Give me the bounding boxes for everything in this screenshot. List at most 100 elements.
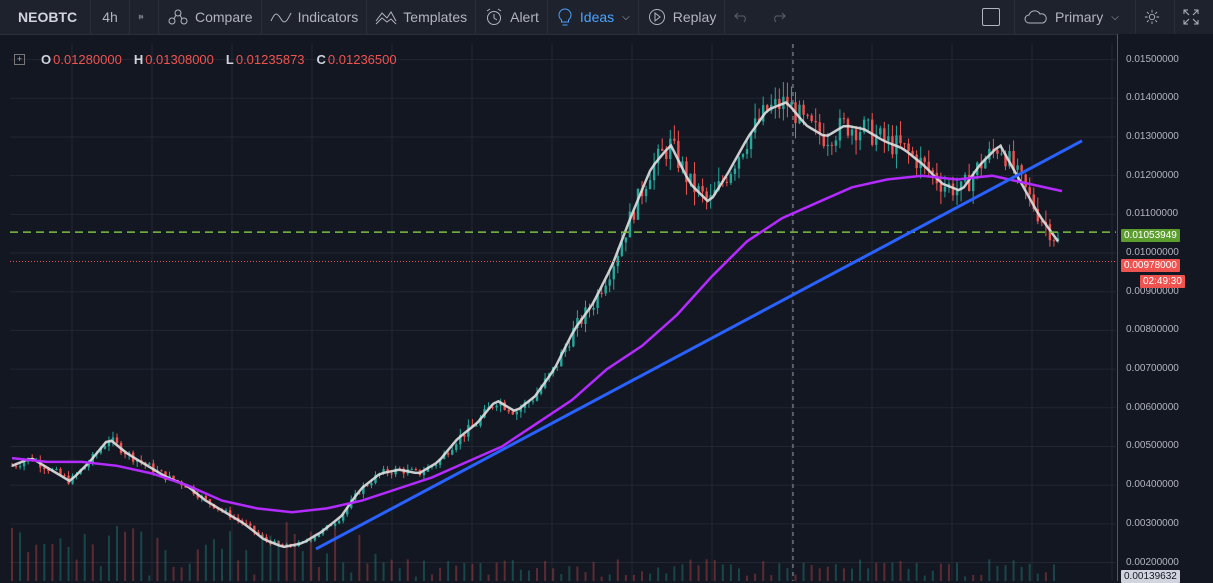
volume-bar — [503, 560, 506, 581]
candle-body — [911, 151, 914, 155]
candle-body — [612, 266, 615, 280]
chevron-down-icon[interactable]: ⌵ — [1111, 11, 1119, 23]
price-axis[interactable]: 0.00200000 0.00300000 0.00400000 0.00500000… — [1117, 34, 1213, 583]
volume-bar — [439, 567, 442, 581]
candle-body — [725, 181, 729, 183]
compare-icon — [168, 9, 188, 25]
candle-body — [749, 132, 753, 150]
candle-body — [99, 448, 103, 454]
expand-legend-icon[interactable]: + — [14, 54, 25, 65]
candle-body — [479, 417, 482, 426]
volume-bar — [1052, 564, 1055, 581]
layout-label: Primary — [1055, 9, 1104, 25]
price-tick-label: 0.00500000 — [1126, 440, 1179, 452]
trendline — [315, 139, 1083, 551]
volume-bar — [851, 568, 854, 581]
volume-bar — [366, 563, 369, 581]
volume-bar — [705, 559, 708, 581]
interval-button[interactable]: 4h — [102, 9, 118, 25]
chart-type-button[interactable] — [130, 0, 158, 34]
gear-icon — [1144, 9, 1160, 25]
volume-bar — [358, 534, 361, 581]
fullscreen-chart-toggle[interactable] — [968, 0, 1014, 34]
volume-bar — [907, 568, 910, 581]
candle-body — [507, 409, 510, 412]
candle-body — [495, 405, 498, 408]
indicators-icon — [270, 12, 292, 23]
price-tick-label: 0.01000000 — [1126, 247, 1179, 259]
price-tick-label: 0.00400000 — [1126, 479, 1179, 491]
volume-bar — [649, 573, 652, 581]
candle-body — [883, 128, 886, 141]
volume-bar — [447, 561, 450, 581]
volume-bar — [83, 534, 86, 581]
volume-bar — [689, 559, 692, 581]
volume-bar — [59, 538, 62, 581]
volume-bar — [19, 532, 22, 581]
ideas-button[interactable]: Ideas ⌵ — [548, 0, 638, 34]
candle-body — [309, 540, 313, 542]
candle-body — [701, 186, 704, 192]
candle-body — [1020, 165, 1023, 175]
divider — [1135, 0, 1136, 34]
layout-button[interactable]: Primary ⌵ — [1015, 0, 1135, 34]
volume-bar — [43, 544, 46, 581]
candle-body — [1052, 240, 1056, 242]
replay-icon — [648, 9, 665, 25]
volume-bar — [923, 575, 926, 581]
volume-bar — [939, 563, 942, 581]
volume-bar — [91, 544, 94, 581]
volume-bar — [834, 564, 837, 581]
candle-body — [681, 161, 684, 169]
undo-button[interactable] — [725, 0, 763, 34]
settings-button[interactable] — [1136, 0, 1174, 34]
candle-body — [515, 411, 519, 415]
volume-bar — [786, 568, 789, 581]
candle-body — [18, 466, 22, 468]
price-chart[interactable] — [0, 34, 1213, 581]
volume-bar — [947, 564, 950, 581]
candle-body — [903, 143, 906, 145]
candle-body — [677, 140, 680, 169]
chevron-down-icon[interactable]: ⌵ — [622, 11, 630, 23]
candle-body — [107, 441, 111, 447]
candle-body — [511, 411, 514, 415]
candle-body — [358, 493, 361, 495]
replay-button[interactable]: Replay — [639, 0, 725, 34]
templates-label: Templates — [403, 9, 468, 25]
indicators-button[interactable]: Indicators — [262, 0, 367, 34]
level-price-badge: 0.01053949 — [1121, 229, 1180, 242]
divider — [129, 0, 130, 34]
candle-body — [862, 119, 866, 133]
candle-body — [446, 453, 450, 455]
volume-bar — [212, 539, 215, 581]
candle-body — [899, 135, 902, 144]
compare-button[interactable]: Compare — [159, 0, 261, 34]
volume-bar — [527, 570, 530, 581]
candle-body — [616, 255, 619, 267]
volume-bar — [27, 552, 30, 581]
candle-body — [669, 138, 672, 159]
redo-button[interactable] — [763, 0, 801, 34]
candle-body — [491, 407, 494, 409]
symbol-search[interactable]: NEOBTC — [18, 9, 78, 25]
candle-body — [111, 437, 115, 442]
volume-bar — [616, 559, 619, 581]
candle-body — [463, 434, 466, 437]
candle-body — [971, 174, 975, 192]
fullscreen-button[interactable] — [1175, 0, 1213, 34]
alert-button[interactable]: Alert — [476, 0, 547, 34]
candle-body — [459, 434, 462, 445]
volume-bar — [245, 550, 248, 581]
volume-bar — [431, 574, 434, 581]
volume-bar — [859, 559, 862, 581]
candle-body — [834, 140, 838, 146]
volume-bar — [802, 562, 805, 581]
templates-button[interactable]: Templates — [367, 0, 475, 34]
price-tick-label: 0.00300000 — [1126, 517, 1179, 529]
volume-bar — [584, 572, 587, 581]
candle-body — [931, 170, 935, 173]
close-label: C — [316, 52, 326, 67]
candle-body — [600, 292, 603, 294]
